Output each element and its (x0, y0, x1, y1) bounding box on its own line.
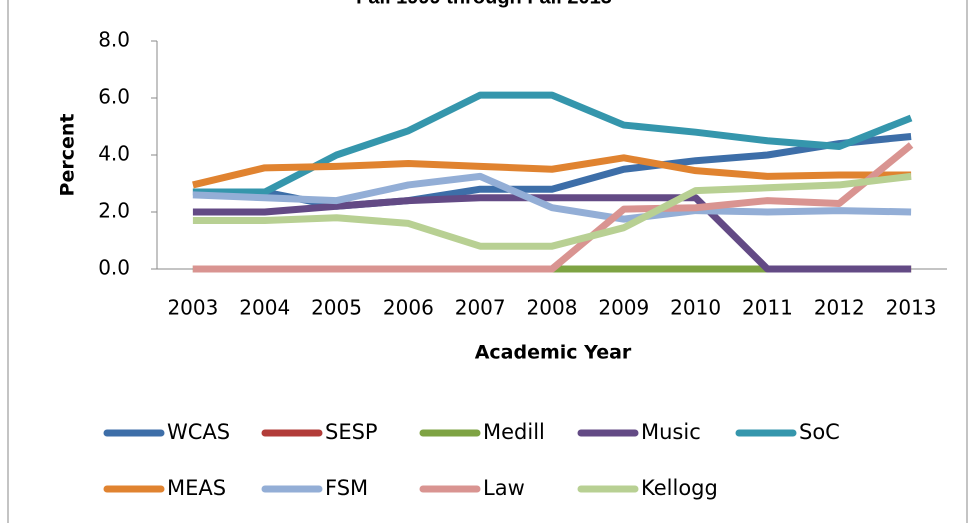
y-tick-label: 4.0 (98, 142, 130, 166)
y-axis-label: Percent (57, 114, 79, 197)
x-axis-label: Academic Year (475, 342, 632, 364)
series-line (192, 154, 912, 189)
x-tick-label: 2005 (311, 296, 362, 320)
series-line (192, 172, 912, 250)
series-line (192, 172, 912, 223)
y-tick-label: 0.0 (98, 256, 130, 280)
x-tick-label: 2007 (455, 296, 506, 320)
legend-label: Kellogg (641, 476, 718, 500)
chart-border (7, 0, 968, 523)
x-tick-label: 2009 (598, 296, 649, 320)
series-line (192, 194, 912, 273)
y-tick-label: 6.0 (98, 85, 130, 109)
x-tick-label: 2013 (886, 296, 937, 320)
legend-label: Law (483, 476, 525, 500)
x-tick-label: 2012 (814, 296, 865, 320)
y-tick-label: 2.0 (98, 199, 130, 223)
chart-title: Fall 1999 through Fall 2013 (356, 0, 612, 8)
legend-label: FSM (325, 476, 368, 500)
x-tick-label: 2008 (527, 296, 578, 320)
legend-label: Medill (483, 420, 545, 444)
y-tick-label: 8.0 (98, 28, 130, 52)
legend-label: SESP (325, 420, 378, 444)
legend-label: SoC (799, 420, 840, 444)
x-tick-label: 2011 (742, 296, 793, 320)
x-tick-label: 2004 (239, 296, 290, 320)
series-line (192, 142, 914, 273)
legend-label: Music (641, 420, 701, 444)
legend-label: MEAS (167, 476, 226, 500)
x-tick-label: 2003 (167, 296, 218, 320)
legend-label: WCAS (167, 420, 230, 444)
x-tick-label: 2010 (670, 296, 721, 320)
x-tick-label: 2006 (383, 296, 434, 320)
